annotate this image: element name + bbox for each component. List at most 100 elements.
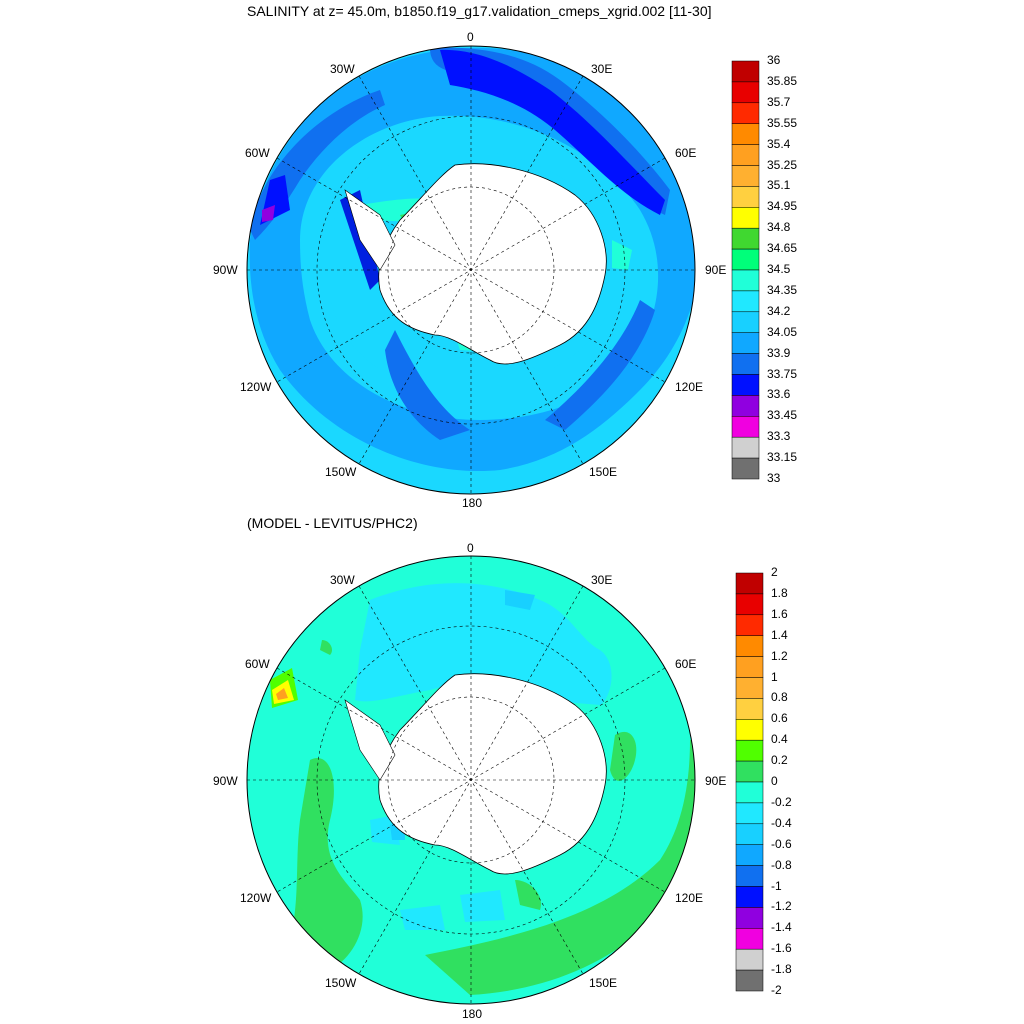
- top-colorbar-label-12: 34.2: [767, 303, 791, 318]
- bottom-colorbar-label-20: -2: [771, 983, 782, 997]
- bottom-colorbar-swatch-16: [735, 907, 764, 929]
- top-colorbar-label-2: 35.7: [767, 94, 791, 109]
- bottom-lon-label-0: 0: [467, 541, 474, 555]
- bottom-lon-label-90e: 90E: [705, 774, 727, 788]
- top-colorbar-label-13: 34.05: [767, 324, 798, 339]
- bottom-colorbar-label-7: 0.6: [771, 711, 788, 726]
- top-lon-label-150e: 150E: [589, 465, 618, 479]
- bottom-colorbar-label-19: -1.8: [771, 962, 792, 977]
- top-colorbar-label-17: 33.45: [767, 408, 798, 423]
- top-colorbar-swatch-13: [731, 332, 760, 354]
- top-lon-label-90w: 90W: [213, 263, 238, 277]
- top-colorbar-label-3: 35.55: [767, 115, 798, 130]
- top-colorbar-swatch-8: [731, 227, 760, 250]
- bottom-lon-label-60w: 60W: [245, 657, 270, 671]
- top-lon-label-150w: 150W: [325, 465, 357, 479]
- top-lon-label-180: 180: [462, 496, 483, 510]
- bottom-colorbar-swatch-12: [735, 823, 764, 845]
- top-colorbar-label-15: 33.75: [767, 366, 798, 381]
- top-colorbar-swatch-6: [731, 186, 760, 208]
- bottom-colorbar-swatch-5: [735, 677, 764, 699]
- top-lon-label-60w: 60W: [245, 146, 270, 160]
- bottom-colorbar-label-11: -0.2: [771, 794, 792, 809]
- bottom-colorbar-label-10: 0: [771, 774, 778, 788]
- top-colorbar-swatch-16: [731, 395, 760, 417]
- top-colorbar-label-4: 35.4: [767, 136, 791, 151]
- top-colorbar-swatch-7: [731, 207, 760, 229]
- bottom-band-pos02: [290, 758, 363, 970]
- bottom-graticule: [247, 556, 695, 1004]
- top-colorbar-label-1: 35.85: [767, 73, 798, 88]
- bottom-colorbar-label-0: 2: [771, 565, 778, 579]
- top-map-title: SALINITY at z= 45.0m, b1850.f19_g17.vali…: [247, 3, 712, 19]
- bottom-colorbar-swatch-2: [735, 614, 764, 636]
- bottom-colorbar-label-15: -1: [771, 878, 782, 893]
- bottom-colorbar-label-5: 1: [771, 669, 778, 684]
- top-colorbar-label-14: 33.9: [767, 345, 791, 360]
- bottom-colorbar-swatch-19: [735, 969, 764, 992]
- bottom-colorbar-label-3: 1.4: [771, 627, 788, 642]
- top-colorbar-swatch-14: [731, 353, 760, 375]
- bottom-lon-label-90w: 90W: [213, 774, 238, 788]
- top-colorbar-swatch-10: [731, 269, 760, 292]
- top-lon-label-0: 0: [467, 30, 474, 44]
- top-colorbar-label-10: 34.5: [767, 262, 791, 276]
- bottom-lon-label-30w: 30W: [330, 573, 355, 587]
- top-colorbar-swatch-0: [731, 60, 760, 83]
- bottom-colorbar-label-14: -0.8: [771, 857, 792, 872]
- top-colorbar-swatch-17: [731, 416, 760, 438]
- bottom-lon-label-60e: 60E: [675, 657, 697, 671]
- top-colorbar-label-5: 35.25: [767, 157, 798, 172]
- bottom-colorbar-label-9: 0.2: [771, 753, 788, 768]
- bottom-lon-label-120e: 120E: [675, 891, 704, 905]
- bottom-colorbar-swatch-8: [735, 739, 764, 762]
- top-colorbar-swatch-4: [731, 144, 760, 166]
- bottom-colorbar-swatch-15: [735, 886, 764, 908]
- top-colorbar-label-7: 34.95: [767, 199, 798, 214]
- top-colorbar-swatch-18: [731, 436, 760, 459]
- bottom-colorbar: [735, 572, 764, 992]
- top-lon-label-90e: 90E: [705, 263, 727, 277]
- top-lon-label-60e: 60E: [675, 146, 697, 160]
- top-colorbar-swatch-1: [731, 81, 760, 104]
- bottom-colorbar-label-1: 1.8: [771, 585, 788, 600]
- top-colorbar-label-20: 33: [767, 471, 781, 485]
- bottom-colorbar-label-8: 0.4: [771, 732, 788, 747]
- bottom-colorbar-label-2: 1.6: [771, 606, 788, 621]
- bottom-map-title: (MODEL - LEVITUS/PHC2): [247, 515, 418, 531]
- bottom-colorbar-label-12: -0.4: [771, 815, 792, 830]
- top-colorbar-label-18: 33.3: [767, 429, 791, 444]
- bottom-colorbar-swatch-4: [735, 656, 764, 678]
- top-colorbar-swatch-19: [731, 457, 760, 480]
- bottom-colorbar-swatch-10: [735, 781, 764, 804]
- bottom-colorbar-swatch-0: [735, 572, 764, 595]
- bottom-colorbar-swatch-11: [735, 802, 764, 825]
- bottom-colorbar-swatch-1: [735, 593, 764, 616]
- top-colorbar-label-11: 34.35: [767, 282, 798, 297]
- top-colorbar-swatch-9: [731, 248, 760, 271]
- bottom-colorbar-swatch-17: [735, 928, 764, 950]
- bottom-colorbar-label-4: 1.2: [771, 648, 788, 663]
- top-colorbar-label-19: 33.15: [767, 450, 798, 465]
- bottom-colorbar-swatch-3: [735, 635, 764, 657]
- bottom-lon-label-180: 180: [462, 1007, 483, 1021]
- top-lon-label-120w: 120W: [240, 380, 272, 394]
- top-colorbar: [731, 60, 760, 480]
- top-colorbar-label-8: 34.8: [767, 220, 791, 235]
- top-colorbar-label-6: 35.1: [767, 178, 791, 193]
- bottom-colorbar-swatch-13: [735, 844, 764, 866]
- top-lon-label-30w: 30W: [330, 62, 355, 76]
- bottom-colorbar-label-6: 0.8: [771, 690, 788, 705]
- top-colorbar-swatch-3: [731, 123, 760, 145]
- bottom-colorbar-swatch-6: [735, 698, 764, 720]
- bottom-lon-label-30e: 30E: [591, 573, 613, 587]
- top-colorbar-label-16: 33.6: [767, 387, 791, 402]
- bottom-colorbar-swatch-7: [735, 719, 764, 741]
- bottom-colorbar-label-16: -1.2: [771, 899, 792, 914]
- top-colorbar-swatch-12: [731, 311, 760, 333]
- bottom-colorbar-label-17: -1.4: [771, 920, 792, 935]
- bottom-lon-label-150e: 150E: [589, 976, 618, 990]
- top-colorbar-swatch-2: [731, 102, 760, 124]
- bottom-colorbar-swatch-14: [735, 865, 764, 887]
